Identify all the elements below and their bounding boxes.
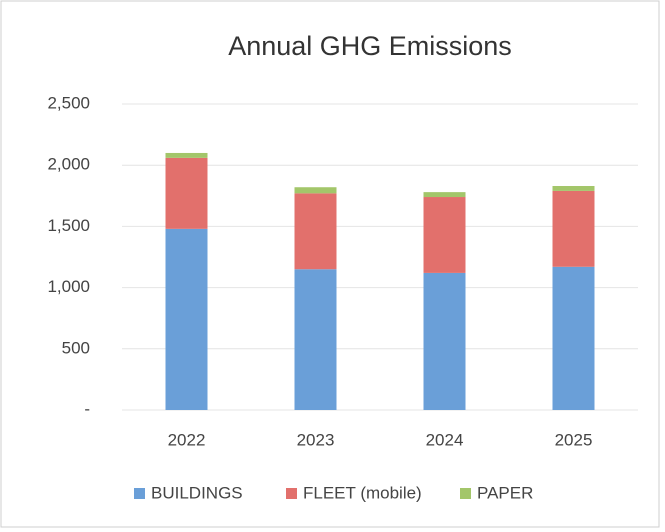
bar-segment bbox=[294, 269, 337, 410]
y-tick-label: 1,000 bbox=[47, 277, 90, 296]
x-tick-label: 2025 bbox=[555, 430, 593, 449]
legend-label: FLEET (mobile) bbox=[303, 483, 422, 502]
bar-segment bbox=[552, 190, 595, 267]
legend-label: PAPER bbox=[477, 483, 533, 502]
bar-segment bbox=[165, 152, 208, 158]
legend-label: BUILDINGS bbox=[151, 483, 243, 502]
x-tick-label: 2024 bbox=[426, 430, 464, 449]
bar-segment bbox=[552, 186, 595, 191]
bar-segment bbox=[423, 192, 466, 198]
y-tick-label: 1,500 bbox=[47, 216, 90, 235]
x-tick-label: 2023 bbox=[297, 430, 335, 449]
legend-swatch bbox=[286, 488, 297, 499]
legend-swatch bbox=[460, 488, 471, 499]
bar-segment bbox=[423, 272, 466, 410]
y-tick-label: - bbox=[84, 399, 90, 418]
x-tick-label: 2022 bbox=[168, 430, 206, 449]
chart-title: Annual GHG Emissions bbox=[228, 31, 512, 61]
y-tick-label: 2,000 bbox=[47, 155, 90, 174]
y-tick-label: 2,500 bbox=[47, 93, 90, 112]
legend-swatch bbox=[134, 488, 145, 499]
bar-segment bbox=[294, 187, 337, 194]
bar-segment bbox=[294, 193, 337, 270]
y-tick-label: 500 bbox=[62, 338, 90, 357]
bar-segment bbox=[552, 266, 595, 410]
bar-segment bbox=[165, 228, 208, 410]
bar-segment bbox=[165, 157, 208, 229]
bar-segment bbox=[423, 197, 466, 273]
